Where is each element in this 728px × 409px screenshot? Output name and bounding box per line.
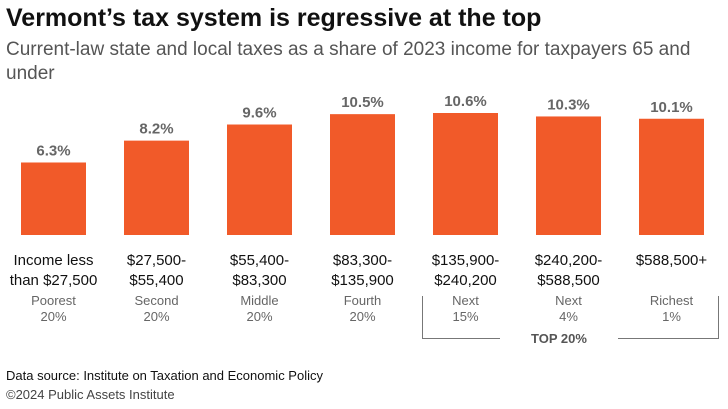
chart-title: Vermont’s tax system is regressive at th… xyxy=(6,4,542,32)
bar-7 xyxy=(639,118,704,235)
category-group-label: Next 4% xyxy=(555,293,582,324)
category-group-label: Second 20% xyxy=(134,293,179,324)
category-6: $240,200- $588,500 Next 4% xyxy=(517,251,621,325)
bar-value-label-5: 10.6% xyxy=(444,93,487,110)
top-20-label: TOP 20% xyxy=(500,331,618,346)
bar-value-label-3: 9.6% xyxy=(242,105,276,122)
bar-6 xyxy=(536,116,601,235)
category-4: $83,300- $135,900 Fourth 20% xyxy=(311,251,415,325)
bar-4 xyxy=(330,114,395,235)
bar-value-label-6: 10.3% xyxy=(547,96,590,113)
category-7: $588,500+ Richest 1% xyxy=(620,251,724,325)
category-group-label: Middle 20% xyxy=(240,293,279,324)
category-range-label: $27,500- $55,400 xyxy=(126,252,187,289)
category-1: Income less than $27,500 Poorest 20% xyxy=(2,251,106,325)
category-group-label: Next 15% xyxy=(452,293,479,324)
bar-3 xyxy=(227,124,292,235)
category-group-label: Fourth 20% xyxy=(343,293,382,324)
bar-value-label-7: 10.1% xyxy=(650,99,693,116)
category-3: $55,400- $83,300 Middle 20% xyxy=(208,251,312,325)
chart-subtitle: Current-law state and local taxes as a s… xyxy=(6,39,691,84)
bar-value-label-1: 6.3% xyxy=(36,142,70,159)
category-range-label: $135,900- $240,200 xyxy=(431,252,500,289)
bar-2 xyxy=(124,140,189,235)
bar-value-label-4: 10.5% xyxy=(341,94,384,111)
bar-5 xyxy=(433,113,498,235)
category-range-label: Income less than $27,500 xyxy=(9,252,98,289)
category-5: $135,900- $240,200 Next 15% xyxy=(414,251,518,325)
category-2: $27,500- $55,400 Second 20% xyxy=(105,251,209,325)
data-source: Data source: Institute on Taxation and E… xyxy=(6,368,323,383)
bar-value-label-2: 8.2% xyxy=(139,121,173,138)
category-group-label: Richest 1% xyxy=(649,293,694,324)
category-range-label: $83,300- $135,900 xyxy=(331,252,394,289)
category-range-label: $55,400- $83,300 xyxy=(229,252,290,289)
category-group-label: Poorest 20% xyxy=(31,293,76,324)
copyright: ©2024 Public Assets Institute xyxy=(6,387,175,402)
bar-1 xyxy=(21,162,86,235)
category-range-label: $240,200- $588,500 xyxy=(534,252,603,289)
category-range-label: $588,500+ xyxy=(635,252,708,269)
